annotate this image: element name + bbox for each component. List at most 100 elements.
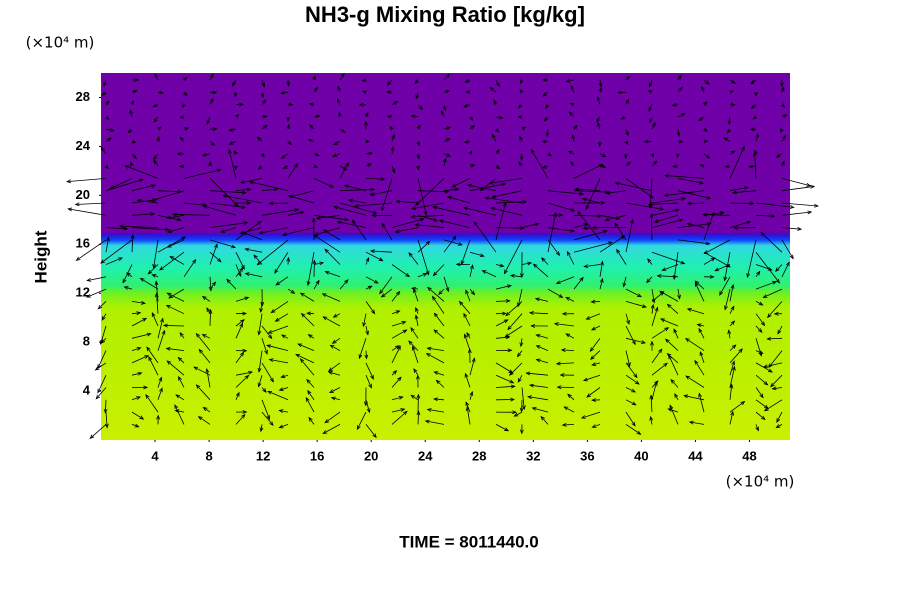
vector-head xyxy=(561,311,567,316)
vector-head xyxy=(451,183,457,188)
vector-head xyxy=(136,198,142,203)
x-tick-label: 40 xyxy=(634,448,648,463)
vector-head xyxy=(607,241,613,246)
vector-shaft xyxy=(521,153,523,161)
vector-head xyxy=(267,391,273,395)
y-axis-label: Height xyxy=(31,230,50,283)
vector-head xyxy=(157,126,162,131)
vector-head xyxy=(101,315,106,321)
vector-head xyxy=(678,139,684,144)
vector-head xyxy=(686,308,692,312)
vector-head xyxy=(144,355,150,359)
vector-shaft xyxy=(599,235,625,253)
vector-shaft xyxy=(281,374,289,378)
vector-shaft xyxy=(339,279,349,290)
vector-head xyxy=(342,166,348,171)
vector-head xyxy=(534,297,540,302)
vector-shaft xyxy=(131,396,141,401)
vector-head xyxy=(542,78,547,82)
vector-head xyxy=(419,217,425,222)
vector-head xyxy=(146,346,151,352)
vector-head xyxy=(221,194,227,199)
vector-head xyxy=(649,213,654,219)
vector-shaft xyxy=(261,79,265,87)
vector-shaft xyxy=(662,264,679,271)
vector-shaft xyxy=(433,206,471,216)
vector-head xyxy=(466,183,472,188)
vector-shaft xyxy=(365,362,374,380)
vector-head xyxy=(470,163,476,168)
vector-shaft xyxy=(365,399,370,413)
vector-head xyxy=(212,90,218,95)
vector-head xyxy=(465,90,470,95)
vector-shaft xyxy=(670,379,679,388)
vector-shaft xyxy=(333,206,367,216)
vector-head xyxy=(505,311,510,317)
vector-shaft xyxy=(625,362,638,378)
vector-head xyxy=(598,87,603,93)
vector-head xyxy=(393,101,399,105)
vector-head xyxy=(154,73,159,79)
vector-head xyxy=(772,281,778,285)
vector-shaft xyxy=(698,328,705,339)
vector-head xyxy=(470,290,476,296)
vector-head xyxy=(324,419,330,424)
vector-head xyxy=(668,354,673,360)
vector-head xyxy=(452,235,457,241)
vector-head xyxy=(738,348,743,353)
vector-shaft xyxy=(166,348,185,351)
vector-shaft xyxy=(447,196,471,204)
vector-shaft xyxy=(153,116,159,123)
vector-head xyxy=(233,202,239,207)
vector-head xyxy=(165,227,170,232)
vector-head xyxy=(565,333,571,338)
vector-shaft xyxy=(131,301,146,304)
vector-head xyxy=(338,111,342,117)
vector-head xyxy=(504,427,510,432)
vector-shaft xyxy=(288,195,315,204)
vector-head xyxy=(491,194,497,199)
x-tick-label: 24 xyxy=(418,448,433,463)
vector-head xyxy=(240,264,245,270)
vector-shaft xyxy=(625,337,646,344)
vector-shaft xyxy=(391,218,424,228)
vector-head xyxy=(197,416,203,421)
vector-head xyxy=(136,347,142,351)
vector-head xyxy=(663,362,668,368)
vector-head xyxy=(328,367,333,372)
vector-head xyxy=(714,267,720,272)
vector-head xyxy=(686,201,692,206)
vector-shaft xyxy=(615,182,653,192)
vector-shaft xyxy=(650,214,653,240)
vector-head xyxy=(435,379,441,385)
vector-shaft xyxy=(466,407,471,425)
vector-head xyxy=(699,351,704,357)
vector-head xyxy=(336,220,342,225)
vector-head xyxy=(431,295,437,301)
vector-head xyxy=(402,329,408,334)
vector-shaft xyxy=(157,330,165,351)
vector-shaft xyxy=(495,285,512,290)
vector-head xyxy=(422,273,428,277)
vector-head xyxy=(517,302,521,308)
vector-head xyxy=(746,220,752,225)
vector-shaft xyxy=(703,257,715,265)
vector-shaft xyxy=(547,190,583,195)
vector-head xyxy=(780,103,786,108)
vector-head xyxy=(730,410,734,416)
x-tick-label: 20 xyxy=(364,448,378,463)
vector-head xyxy=(241,205,247,210)
vector-shaft xyxy=(703,153,710,159)
vector-shaft xyxy=(323,316,341,327)
x-tick-label: 48 xyxy=(742,448,756,463)
vector-head xyxy=(152,103,158,108)
vector-head xyxy=(340,128,346,133)
vector-head xyxy=(408,252,413,257)
vector-shaft xyxy=(776,424,783,428)
vector-head xyxy=(519,89,524,94)
vector-shaft xyxy=(209,222,248,228)
vector-head xyxy=(694,281,699,287)
vector-shaft xyxy=(170,256,185,265)
vector-head xyxy=(597,121,601,127)
vector-shaft xyxy=(625,411,636,427)
